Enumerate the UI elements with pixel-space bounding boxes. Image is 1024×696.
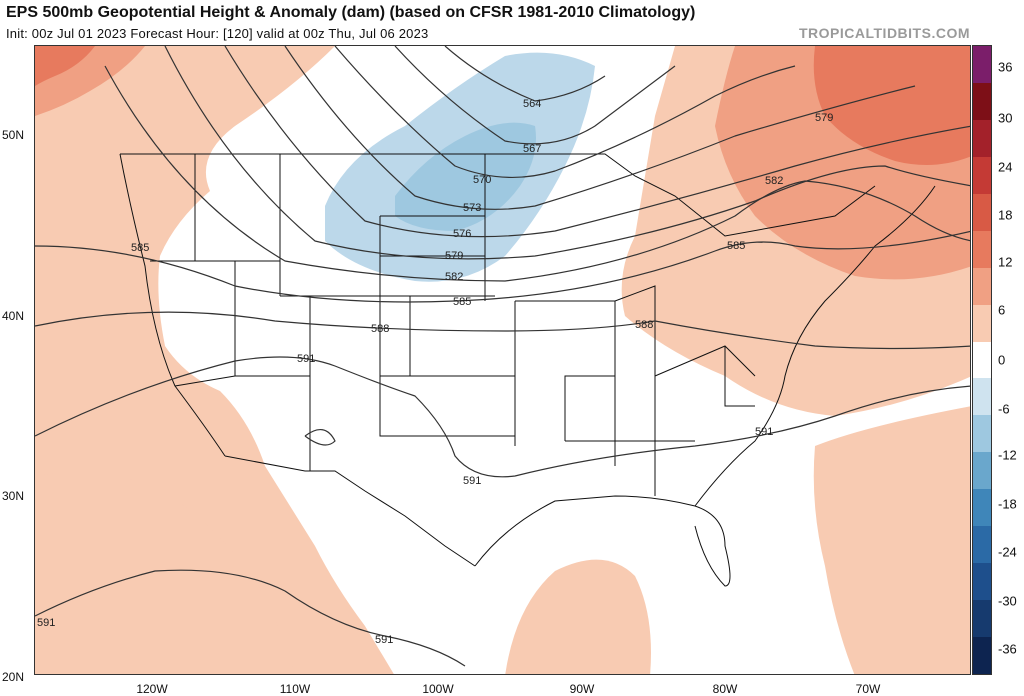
contour-label: 591 [375, 634, 393, 646]
lon-label-90w: 90W [569, 682, 595, 696]
atlantic-coast [694, 185, 936, 507]
cool-anomaly-trough-core [395, 122, 536, 231]
colorbar-tick-label: -36 [998, 641, 1017, 657]
colorbar-segment [973, 452, 991, 490]
state-lines-central [379, 154, 516, 446]
colorbar-tick-label: -30 [998, 593, 1017, 609]
contour-573 [284, 46, 916, 210]
contour-label: 576 [453, 228, 471, 240]
colorbar-tick-label: -6 [998, 401, 1010, 417]
anomaly-shading [35, 46, 970, 674]
state-lines-east [515, 285, 756, 496]
contour-label: 573 [463, 202, 481, 214]
lat-label-30n: 30N [2, 489, 25, 503]
colorbar-tick-label: 6 [998, 302, 1006, 318]
lat-label-20n: 20N [2, 670, 25, 684]
colorbar-segment [973, 267, 991, 306]
contour-label: 591 [463, 475, 481, 487]
contour-label: 588 [371, 323, 389, 335]
gulf-coast [474, 495, 731, 587]
contour-591-c [304, 429, 336, 446]
contour-label: 591 [297, 353, 315, 365]
contour-label: 591 [755, 426, 773, 438]
colorbar-tick-label: -18 [998, 496, 1017, 512]
lon-label-110w: 110W [279, 682, 311, 696]
contour-label: 567 [523, 143, 541, 155]
lon-label-80w: 80W [712, 682, 738, 696]
contour-label: 579 [445, 250, 463, 262]
contour-label: 585 [131, 242, 149, 254]
warm-anomaly-nw-spot [35, 46, 95, 86]
political-borders [119, 153, 936, 587]
colorbar-tick-label: -24 [998, 544, 1017, 560]
contour-582 [104, 65, 970, 282]
contour-label: 588 [635, 319, 653, 331]
contour-588 [35, 311, 970, 350]
colorbar-segment [973, 600, 991, 638]
contour-579 [164, 46, 970, 260]
contour-label: 564 [523, 98, 541, 110]
warm-anomaly-east-core [813, 46, 970, 165]
colorbar-tick-label: 12 [998, 254, 1013, 270]
lat-label-40n: 40N [2, 309, 25, 323]
contour-591-b [35, 569, 466, 667]
map-panel: 564 567 570 573 576 579 582 585 588 591 … [34, 45, 971, 675]
contour-564 [444, 46, 606, 102]
contour-label: 582 [445, 271, 463, 283]
chart-title: EPS 500mb Geopotential Height & Anomaly … [6, 4, 696, 21]
map-svg: 564 567 570 573 576 579 582 585 588 591 … [35, 46, 970, 674]
colorbar-segment [973, 304, 991, 343]
lon-label-70w: 70W [855, 682, 881, 696]
contour-labels: 564 567 570 573 576 579 582 585 588 591 … [37, 98, 833, 646]
colorbar-tick-label: 18 [998, 207, 1013, 223]
warm-anomaly-southwest [35, 472, 295, 674]
us-mexico-border [224, 455, 476, 567]
colorbar-segment [973, 193, 991, 232]
lat-label-50n: 50N [2, 128, 25, 142]
height-contours [35, 46, 970, 667]
colorbar-segment [973, 563, 991, 601]
contour-label: 582 [765, 175, 783, 187]
colorbar-tick-label: 30 [998, 110, 1013, 126]
colorbar-segment [973, 341, 991, 379]
contour-567 [394, 46, 676, 145]
contour-label: 579 [815, 112, 833, 124]
colorbar-tick-label: 0 [998, 352, 1006, 368]
contour-label: 585 [453, 296, 471, 308]
warm-anomaly-atlantic [813, 406, 970, 674]
warm-anomaly-gulf [505, 559, 651, 674]
us-west-coast [119, 153, 226, 457]
lon-label-120w: 120W [136, 682, 168, 696]
colorbar-tick-label: -12 [998, 447, 1017, 463]
colorbar-tick-label: 24 [998, 159, 1013, 175]
colorbar-tick-label: 36 [998, 59, 1013, 75]
us-canada-border [120, 153, 876, 237]
colorbar-segment [973, 489, 991, 527]
colorbar-segment [973, 415, 991, 453]
colorbar-segment [973, 82, 991, 121]
contour-label: 591 [37, 617, 55, 629]
contour-label: 570 [473, 174, 491, 186]
colorbar-segment [973, 46, 991, 84]
contour-576 [224, 46, 970, 238]
colorbar-segment [973, 230, 991, 269]
forecast-subtitle: Init: 00z Jul 01 2023 Forecast Hour: [12… [6, 26, 429, 41]
contour-591-a [35, 356, 970, 478]
lon-label-100w: 100W [422, 682, 454, 696]
contour-label: 585 [727, 240, 745, 252]
site-credit: TROPICALTIDBITS.COM [798, 25, 970, 41]
contour-570 [334, 46, 796, 179]
colorbar-segment [973, 526, 991, 564]
colorbar-segment [973, 156, 991, 195]
colorbar-segment [973, 378, 991, 416]
anomaly-colorbar [972, 45, 992, 675]
colorbar-segment [973, 637, 991, 675]
contour-585 [35, 230, 970, 303]
colorbar-segment [973, 119, 991, 158]
